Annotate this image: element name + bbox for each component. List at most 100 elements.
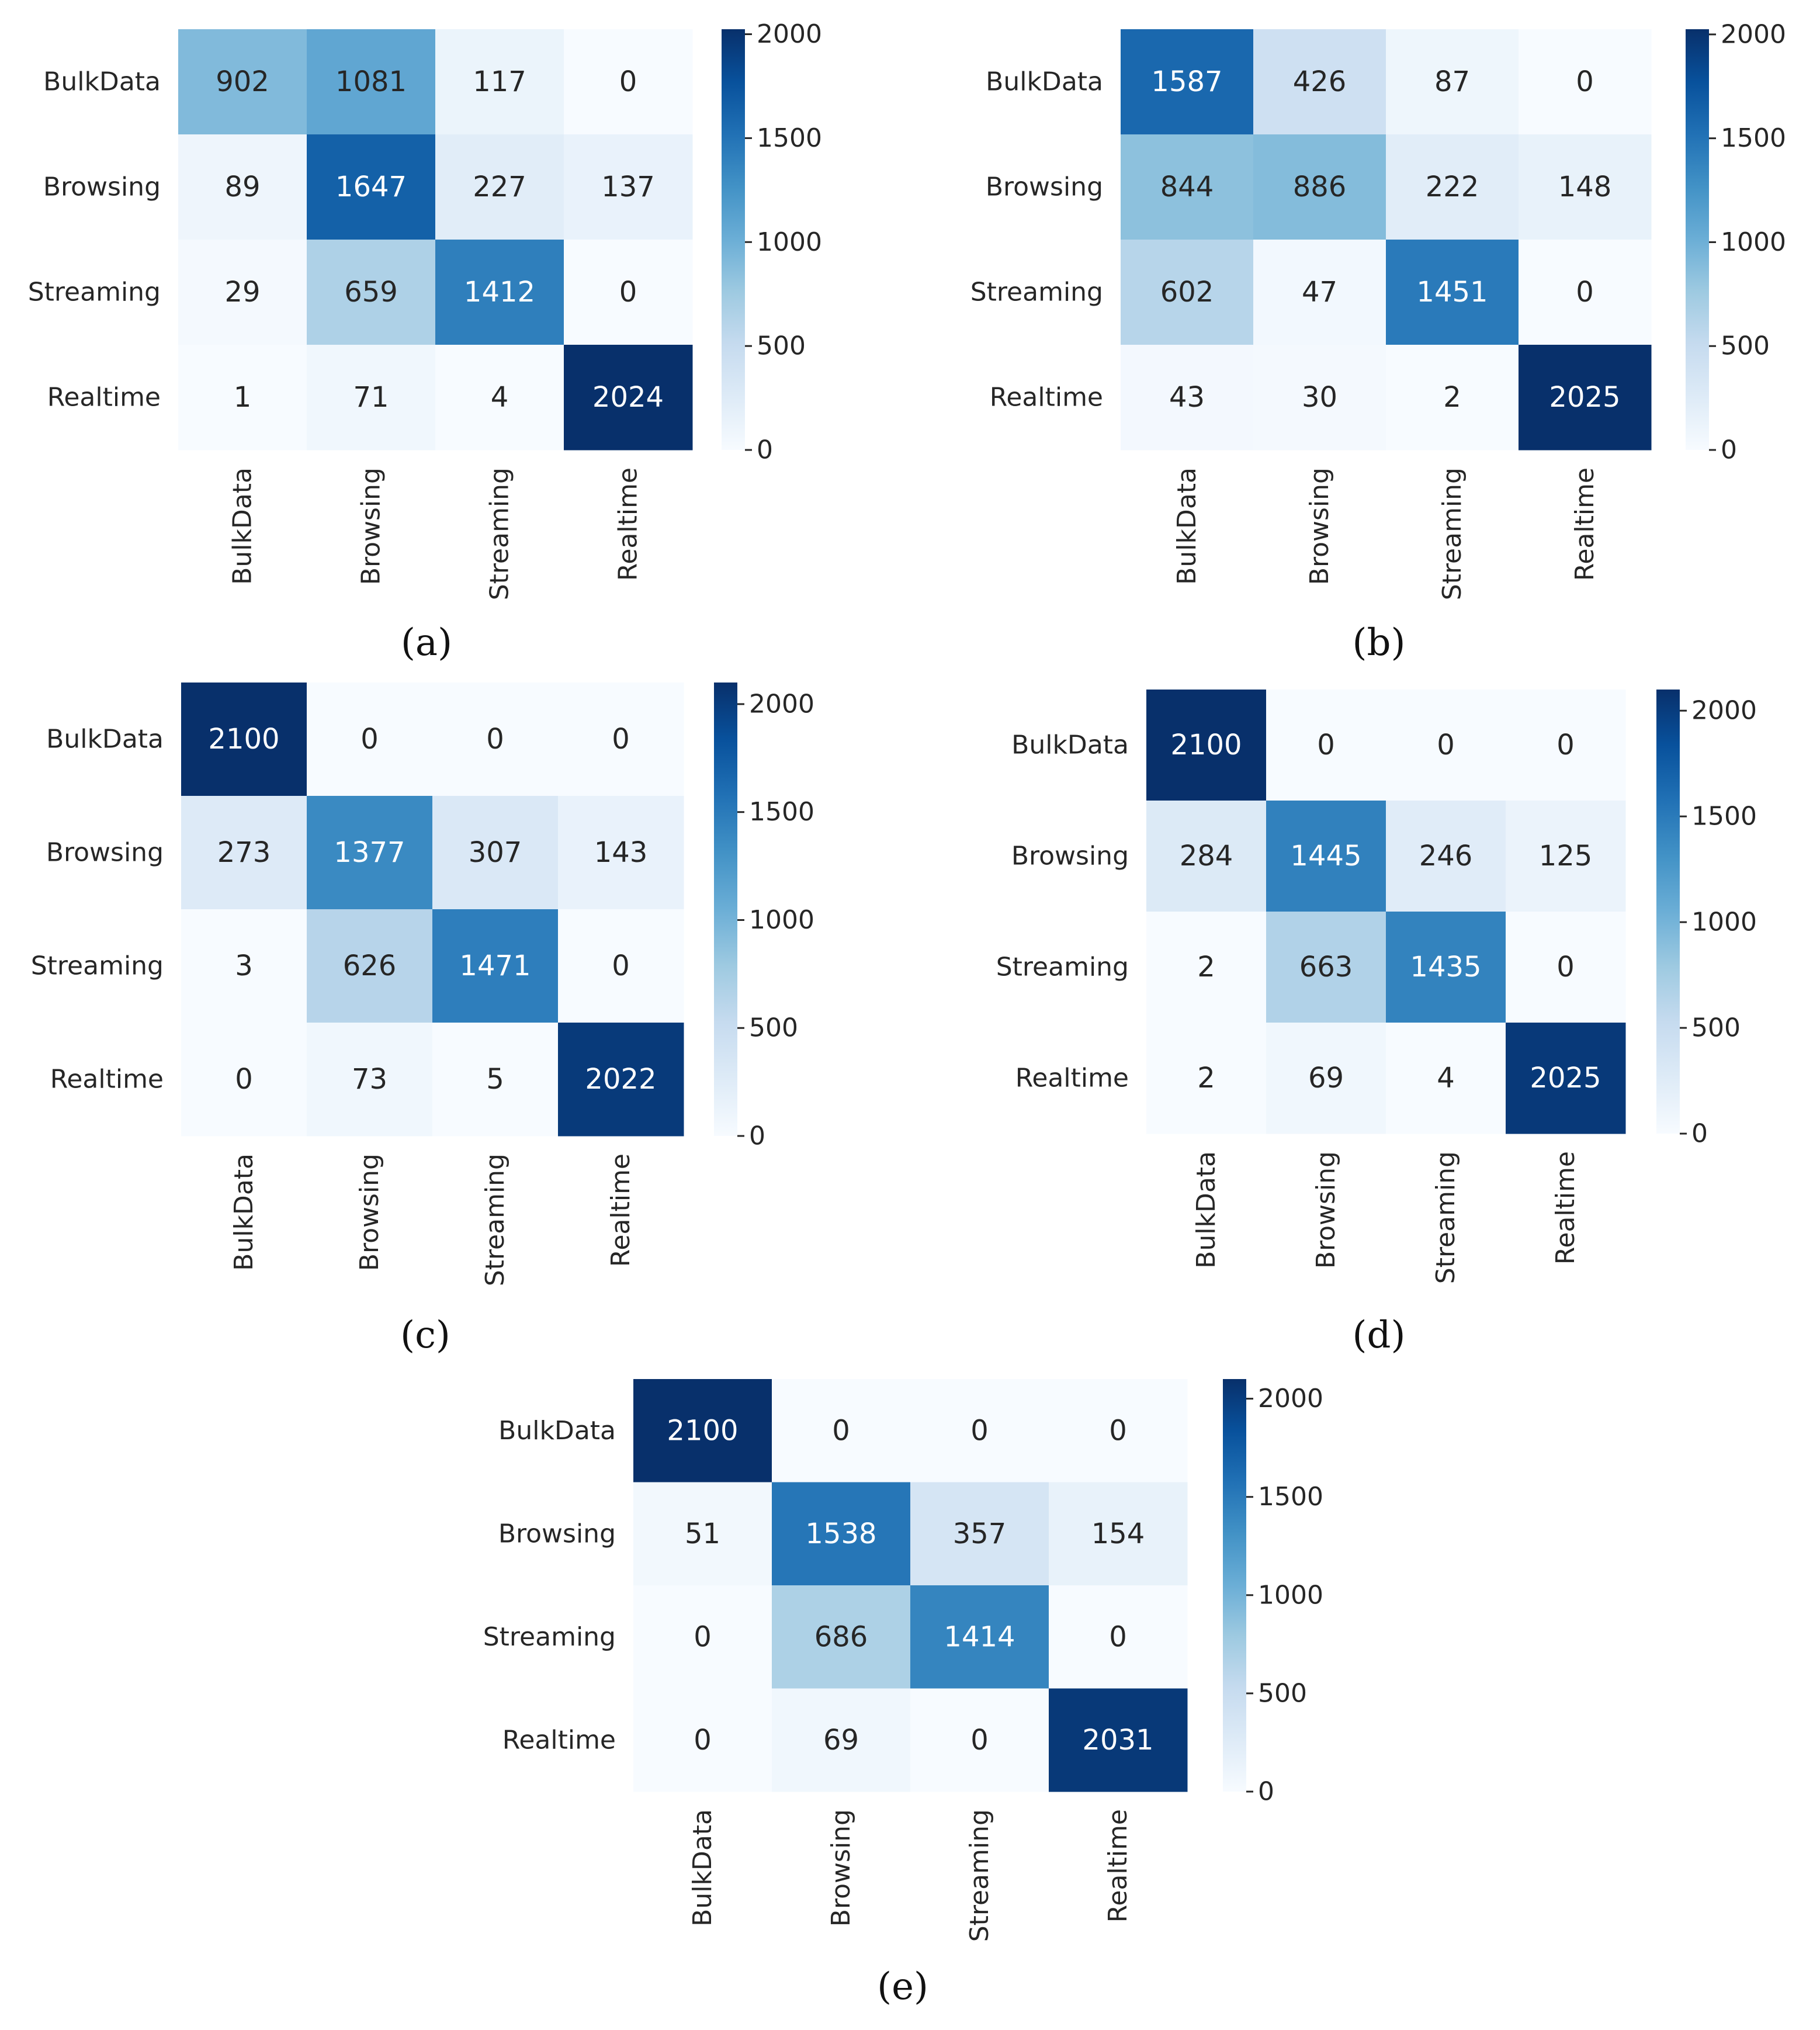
heatmap-cell <box>435 29 564 135</box>
colorbar-tick-label: 1500 <box>749 797 814 827</box>
cell-value-label: 663 <box>1299 951 1353 983</box>
colorbar-tick-label: 2000 <box>1691 696 1757 726</box>
heatmap-cell <box>1506 690 1626 801</box>
cell-value-label: 0 <box>1437 729 1455 761</box>
heatmap-cell <box>564 134 693 240</box>
cell-value-label: 125 <box>1539 840 1593 872</box>
row-label: Realtime <box>50 1065 164 1094</box>
heatmap-cell <box>181 796 307 910</box>
column-label: Streaming <box>1437 467 1467 600</box>
row-label: Browsing <box>46 838 164 868</box>
panel-c: 2100 0 0 0 273 1377 307 143 3 626 1471 0 0 73 5 2022 Bul… <box>31 683 814 1357</box>
colorbar <box>714 683 737 1136</box>
cell-value-label: 2 <box>1443 381 1461 414</box>
cell-value-label: 117 <box>473 65 526 98</box>
heatmap-cell <box>1266 1023 1386 1134</box>
cell-value-label: 1435 <box>1410 951 1481 983</box>
cell-value-label: 154 <box>1091 1518 1145 1550</box>
heatmap-cell <box>1253 134 1386 240</box>
heatmap-cell <box>1386 912 1506 1023</box>
cell-value-label: 87 <box>1434 65 1470 98</box>
heatmap-cell <box>1049 1688 1188 1792</box>
column-label: Browsing <box>826 1809 856 1927</box>
colorbar-tick-label: 1000 <box>1258 1580 1323 1610</box>
colorbar-tick-label: 500 <box>1691 1013 1741 1043</box>
panel-caption-label: (d) <box>1353 1314 1406 1357</box>
column-label: Browsing <box>356 467 386 585</box>
cell-value-label: 2024 <box>592 381 664 414</box>
heatmap-cell <box>1506 801 1626 912</box>
cell-value-label: 0 <box>1556 951 1575 983</box>
cell-value-label: 4 <box>491 381 509 414</box>
cell-value-label: 626 <box>343 950 397 982</box>
heatmap-cell <box>178 29 307 135</box>
colorbar-tick-label: 0 <box>749 1121 765 1151</box>
column-label: BulkData <box>229 1153 259 1271</box>
heatmap-cell <box>307 683 433 796</box>
cell-value-label: 307 <box>469 836 522 869</box>
heatmap-cell <box>1519 345 1652 451</box>
colorbar-tick-label: 0 <box>1691 1119 1708 1149</box>
cell-value-label: 0 <box>612 950 630 982</box>
panel-b: 1587 426 87 0 844 886 222 148 602 47 1451 0 43 30 2 202… <box>970 19 1786 664</box>
heatmap-cell <box>1146 1023 1267 1134</box>
heatmap-cell <box>558 1023 684 1137</box>
cell-value-label: 246 <box>1419 840 1473 872</box>
heatmap-cell <box>1386 29 1519 135</box>
heatmap-cell <box>178 134 307 240</box>
cell-value-label: 227 <box>473 171 526 203</box>
cell-value-label: 273 <box>217 836 271 869</box>
heatmap-cell <box>435 134 564 240</box>
cell-value-label: 0 <box>832 1414 850 1447</box>
heatmap-cell <box>1049 1379 1188 1482</box>
row-label: Browsing <box>498 1519 616 1549</box>
heatmap-cell <box>1121 134 1254 240</box>
heatmap-cell <box>558 796 684 910</box>
cell-value-label: 2031 <box>1082 1724 1153 1757</box>
column-label: BulkData <box>228 467 258 585</box>
cell-value-label: 148 <box>1558 171 1612 203</box>
row-label: BulkData <box>43 67 161 97</box>
column-label: Realtime <box>1103 1809 1133 1922</box>
column-label: Realtime <box>613 467 643 581</box>
colorbar <box>1656 690 1680 1134</box>
heatmap-cell <box>181 1023 307 1137</box>
cell-value-label: 69 <box>1308 1062 1344 1094</box>
heatmap-cell <box>178 240 307 345</box>
panel-e: 2100 0 0 0 51 1538 357 154 0 686 1414 0 0 69 0 2031 Bulk… <box>483 1379 1323 2008</box>
heatmap-cell <box>1386 134 1519 240</box>
panel-d: 2100 0 0 0 284 1445 246 125 2 663 1435 0 2 69 4 2025 Bul… <box>996 690 1757 1357</box>
heatmap-cell <box>772 1688 911 1792</box>
row-label: Streaming <box>970 278 1103 307</box>
column-label: Browsing <box>355 1153 384 1271</box>
column-label: Streaming <box>480 1153 510 1286</box>
cell-value-label: 2100 <box>1170 729 1242 761</box>
heatmap-cell <box>1049 1585 1188 1689</box>
heatmap-cell <box>432 1023 559 1137</box>
colorbar-tick-label: 1500 <box>1258 1482 1323 1512</box>
cell-value-label: 51 <box>685 1518 720 1550</box>
cell-value-label: 4 <box>1437 1062 1455 1094</box>
heatmap-cell <box>1386 1023 1506 1134</box>
row-label: Realtime <box>1015 1064 1129 1093</box>
cell-value-label: 0 <box>1317 729 1335 761</box>
cell-value-label: 0 <box>619 276 637 309</box>
cell-value-label: 222 <box>1426 171 1479 203</box>
cell-value-label: 2025 <box>1549 381 1620 414</box>
column-label: Streaming <box>965 1809 994 1942</box>
column-label: Realtime <box>1551 1151 1580 1265</box>
heatmap-cell <box>435 240 564 345</box>
colorbar-tick-label: 0 <box>1721 435 1737 465</box>
row-label: Realtime <box>47 383 161 413</box>
column-label: BulkData <box>1191 1151 1221 1269</box>
panel-caption-label: (e) <box>877 1965 928 2008</box>
row-label: BulkData <box>986 67 1103 97</box>
colorbar-tick-label: 0 <box>757 435 773 465</box>
cell-value-label: 0 <box>1576 65 1594 98</box>
cell-value-label: 47 <box>1302 276 1337 309</box>
heatmap-cell <box>432 796 559 910</box>
cell-value-label: 73 <box>352 1063 387 1096</box>
colorbar-tick-label: 0 <box>1258 1777 1274 1807</box>
cell-value-label: 89 <box>224 171 260 203</box>
